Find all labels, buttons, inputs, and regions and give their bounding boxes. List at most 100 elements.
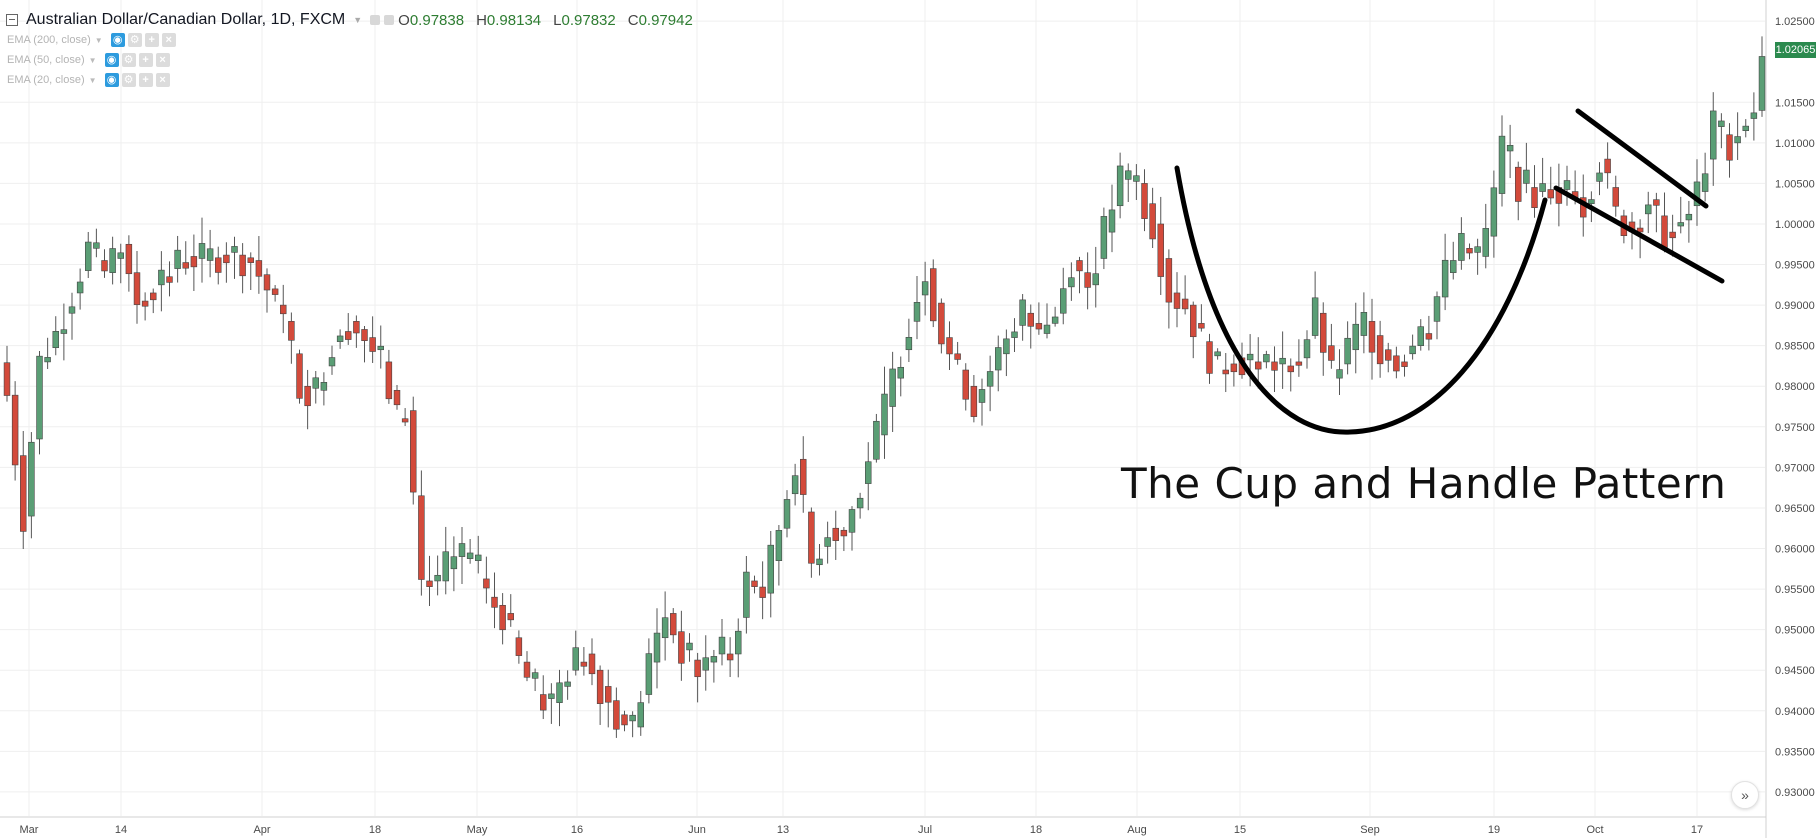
candle[interactable] — [523, 651, 531, 682]
candle[interactable] — [150, 288, 157, 314]
candle[interactable] — [466, 539, 474, 564]
candle[interactable] — [385, 349, 393, 404]
candle[interactable] — [1116, 152, 1124, 219]
indicator-label[interactable]: EMA (50, close) — [7, 54, 85, 66]
eye-icon[interactable]: ◉ — [104, 53, 119, 67]
candle[interactable] — [1653, 192, 1660, 233]
indicator-label[interactable]: EMA (20, close) — [7, 74, 85, 86]
candle[interactable] — [263, 268, 271, 313]
candle[interactable] — [848, 506, 856, 551]
candle[interactable] — [483, 556, 490, 604]
candle[interactable] — [320, 372, 328, 406]
candle[interactable] — [174, 235, 181, 283]
candle[interactable] — [1734, 112, 1741, 160]
candle[interactable] — [361, 326, 368, 363]
candle[interactable] — [743, 555, 750, 634]
candle[interactable] — [1750, 92, 1758, 141]
candle[interactable] — [913, 275, 921, 340]
candle[interactable] — [336, 329, 344, 349]
candle[interactable] — [60, 303, 68, 361]
candle[interactable] — [1027, 304, 1034, 349]
candle[interactable] — [694, 652, 701, 703]
candle[interactable] — [678, 610, 685, 681]
candle[interactable] — [1035, 302, 1043, 335]
candle[interactable] — [645, 638, 653, 704]
close-icon[interactable]: × — [155, 73, 170, 87]
candle[interactable] — [393, 385, 401, 410]
candle[interactable] — [369, 316, 376, 363]
candle[interactable] — [190, 234, 198, 291]
candle[interactable] — [1125, 163, 1132, 202]
candle[interactable] — [1742, 119, 1749, 138]
candle[interactable] — [800, 436, 807, 513]
candle[interactable] — [1677, 196, 1684, 234]
candle[interactable] — [271, 285, 279, 302]
candle[interactable] — [93, 228, 100, 258]
candle[interactable] — [1295, 339, 1303, 377]
candle[interactable] — [1482, 203, 1489, 269]
candle[interactable] — [1255, 337, 1262, 389]
candle[interactable] — [670, 608, 677, 644]
add-icon[interactable]: + — [138, 73, 153, 87]
candle[interactable] — [1328, 323, 1335, 369]
candle[interactable] — [605, 669, 612, 728]
candle[interactable] — [1401, 354, 1408, 377]
candle[interactable] — [1368, 298, 1376, 380]
candle[interactable] — [133, 250, 141, 324]
candle[interactable] — [426, 555, 433, 606]
candle[interactable] — [1190, 301, 1197, 359]
candle[interactable] — [166, 261, 173, 297]
candle[interactable] — [1344, 321, 1351, 375]
candle[interactable] — [580, 647, 588, 676]
candle[interactable] — [889, 351, 896, 433]
candle[interactable] — [1206, 333, 1213, 384]
annotation-text[interactable]: The Cup and Handle Pattern — [1121, 459, 1727, 508]
candle[interactable] — [540, 675, 547, 720]
candle[interactable] — [109, 236, 116, 285]
candle[interactable] — [11, 381, 19, 481]
candle[interactable] — [68, 292, 76, 340]
candle[interactable] — [824, 521, 831, 564]
candle[interactable] — [1051, 306, 1059, 327]
candle[interactable] — [1506, 124, 1514, 179]
candle[interactable] — [1011, 318, 1018, 353]
candle[interactable] — [1141, 169, 1148, 232]
candle[interactable] — [231, 236, 238, 279]
add-icon[interactable]: + — [144, 33, 159, 47]
candle[interactable] — [1718, 113, 1725, 149]
candle[interactable] — [726, 637, 734, 678]
candle[interactable] — [564, 670, 571, 700]
candle[interactable] — [962, 363, 969, 411]
eye-icon[interactable] — [370, 15, 381, 25]
candle[interactable] — [881, 366, 888, 459]
candle[interactable] — [288, 312, 295, 364]
candle[interactable] — [970, 375, 978, 423]
candle[interactable] — [76, 268, 84, 310]
candle[interactable] — [1531, 165, 1538, 218]
candle[interactable] — [1043, 303, 1051, 339]
candle[interactable] — [1490, 170, 1498, 258]
candle[interactable] — [1669, 214, 1676, 257]
candle[interactable] — [1181, 275, 1189, 315]
settings-icon[interactable]: ⚙ — [121, 53, 136, 67]
candle[interactable] — [52, 316, 59, 356]
candle[interactable] — [255, 236, 263, 294]
candle[interactable] — [1441, 233, 1449, 311]
candle[interactable] — [1287, 358, 1294, 392]
collapse-legend-button[interactable] — [6, 14, 18, 26]
candle[interactable] — [206, 229, 214, 278]
candle[interactable] — [767, 530, 774, 618]
close-icon[interactable]: × — [161, 33, 176, 47]
candle[interactable] — [1060, 267, 1067, 325]
candle[interactable] — [1710, 92, 1717, 186]
candle[interactable] — [1547, 166, 1554, 205]
candle[interactable] — [1693, 159, 1701, 226]
candle[interactable] — [531, 668, 539, 692]
candle[interactable] — [458, 526, 466, 584]
candle[interactable] — [1636, 219, 1644, 259]
candle[interactable] — [515, 630, 523, 664]
candle[interactable] — [198, 217, 206, 283]
candle[interactable] — [1279, 331, 1286, 389]
